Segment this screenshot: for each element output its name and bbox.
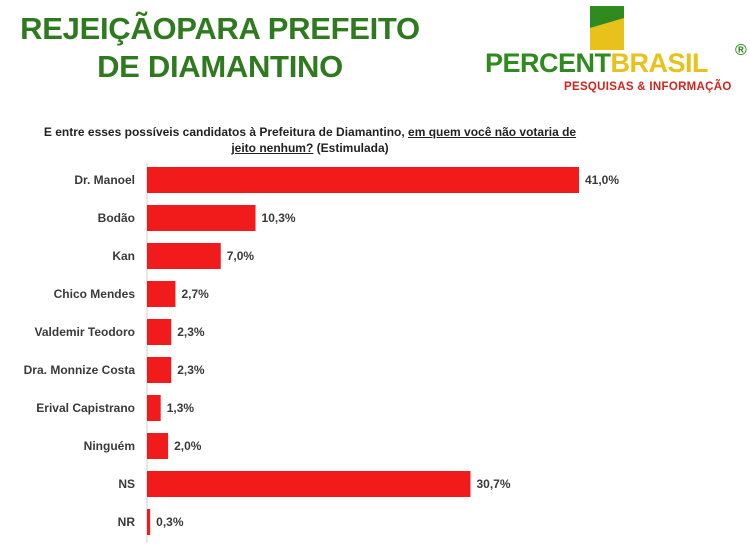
bar <box>147 319 172 345</box>
value-label: 2,7% <box>181 287 209 301</box>
bar <box>147 471 471 497</box>
category-label: Dra. Monnize Costa <box>24 363 136 377</box>
value-label: 1,3% <box>167 401 195 415</box>
percentbrasil-logo: PERCENTBRASIL ® PESQUISAS & INFORMAÇÃO <box>485 4 747 100</box>
category-label: Bodão <box>98 211 135 225</box>
bar <box>147 395 161 421</box>
value-label: 7,0% <box>227 249 255 263</box>
category-label: Valdemir Teodoro <box>35 325 135 339</box>
value-label: 2,0% <box>174 439 202 453</box>
value-label: 2,3% <box>177 363 205 377</box>
logo-wordmark: PERCENTBRASIL <box>485 48 709 78</box>
logo-tagline: PESQUISAS & INFORMAÇÃO <box>564 81 732 93</box>
category-label: Erival Capistrano <box>36 401 135 415</box>
category-label: Kan <box>112 249 135 263</box>
bar <box>147 167 579 193</box>
category-label: Ninguém <box>84 439 135 453</box>
category-label: NR <box>118 515 136 529</box>
page-title: REJEIÇÃOPARA PREFEITO DE DIAMANTINO <box>20 11 420 84</box>
registered-mark: ® <box>735 42 747 59</box>
bar <box>147 509 151 535</box>
value-label: 2,3% <box>177 325 205 339</box>
value-label: 30,7% <box>476 477 510 491</box>
category-label: Dr. Manoel <box>74 173 135 187</box>
category-label: Chico Mendes <box>54 287 136 301</box>
value-label: 0,3% <box>156 515 184 529</box>
value-label: 41,0% <box>585 173 619 187</box>
survey-question: E entre esses possíveis candidatos à Pre… <box>43 125 577 155</box>
bar <box>147 281 176 307</box>
category-label: NS <box>118 477 135 491</box>
bar <box>147 433 169 459</box>
bar <box>147 357 172 383</box>
value-label: 10,3% <box>262 211 296 225</box>
bar <box>147 205 256 231</box>
bar <box>147 243 221 269</box>
flag-icon <box>590 6 624 50</box>
